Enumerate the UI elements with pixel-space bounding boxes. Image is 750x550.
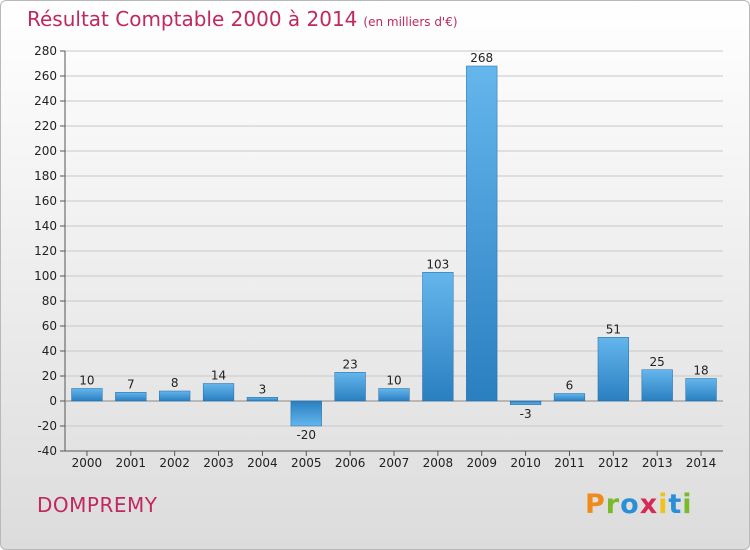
y-tick-label: 180 bbox=[34, 169, 57, 183]
town-name: DOMPREMY bbox=[37, 493, 158, 517]
logo-letter: r bbox=[605, 489, 621, 520]
bar-2001 bbox=[115, 392, 147, 402]
bar-2003 bbox=[202, 383, 235, 402]
y-tick-label: 260 bbox=[34, 69, 57, 83]
logo-letter: t bbox=[668, 489, 683, 520]
y-tick-label: 40 bbox=[42, 344, 57, 358]
chart-unit-label: (en milliers d'€) bbox=[363, 15, 458, 29]
bar-2006 bbox=[334, 372, 366, 402]
data-label-2008: 103 bbox=[426, 257, 449, 271]
x-tick-label-2002: 2002 bbox=[159, 456, 190, 470]
bar-2008 bbox=[422, 272, 454, 402]
y-tick-label: 60 bbox=[42, 319, 57, 333]
data-label-2010: -3 bbox=[520, 407, 532, 421]
x-tick-label-2014: 2014 bbox=[686, 456, 717, 470]
logo-letter: x bbox=[639, 489, 659, 520]
data-label-2005: -20 bbox=[296, 428, 316, 442]
x-tick-label-2003: 2003 bbox=[203, 456, 234, 470]
x-tick-label-2013: 2013 bbox=[642, 456, 673, 470]
logo-letter: i bbox=[682, 489, 693, 520]
y-tick-label: -20 bbox=[37, 419, 57, 433]
chart-title-text: Résultat Comptable 2000 à 2014 bbox=[27, 7, 358, 31]
data-label-2013: 25 bbox=[650, 355, 665, 369]
y-tick-label: -40 bbox=[37, 444, 57, 458]
x-tick-label-2008: 2008 bbox=[423, 456, 454, 470]
logo-letter: o bbox=[620, 489, 640, 520]
bar-2014 bbox=[685, 378, 717, 402]
bar-2009 bbox=[466, 65, 498, 402]
y-tick-label: 160 bbox=[34, 194, 57, 208]
bar-2004 bbox=[246, 397, 279, 402]
bar-2010 bbox=[509, 400, 542, 405]
x-tick-label-2000: 2000 bbox=[72, 456, 103, 470]
data-label-2002: 8 bbox=[171, 376, 179, 390]
bar-2013 bbox=[641, 369, 673, 402]
bar-2007 bbox=[378, 388, 410, 402]
x-tick-label-2006: 2006 bbox=[335, 456, 366, 470]
x-tick-label-2001: 2001 bbox=[116, 456, 147, 470]
logo-letter: P bbox=[585, 489, 606, 520]
data-label-2009: 268 bbox=[470, 51, 493, 65]
data-label-2004: 3 bbox=[259, 382, 267, 396]
bar-2000 bbox=[71, 388, 103, 402]
y-tick-label: 200 bbox=[34, 144, 57, 158]
x-tick-label-2012: 2012 bbox=[598, 456, 629, 470]
data-label-2000: 10 bbox=[79, 374, 94, 388]
y-tick-label: 120 bbox=[34, 244, 57, 258]
chart-title: Résultat Comptable 2000 à 2014 (en millie… bbox=[27, 7, 458, 31]
x-tick-label-2009: 2009 bbox=[466, 456, 497, 470]
y-tick-label: 140 bbox=[34, 219, 57, 233]
proxiti-logo: Proxiti bbox=[585, 489, 693, 520]
y-tick-label: 220 bbox=[34, 119, 57, 133]
x-tick-label-2007: 2007 bbox=[379, 456, 410, 470]
data-label-2001: 7 bbox=[127, 377, 135, 391]
y-tick-label: 20 bbox=[42, 369, 57, 383]
label-layer: 10 7 8 14 3 -20 23 10 103 268 -3 6 51 25 18 bbox=[79, 51, 708, 442]
x-tick-label-2005: 2005 bbox=[291, 456, 322, 470]
data-label-2006: 23 bbox=[342, 357, 357, 371]
axis-layer: -40 -20 0 20 40 60 80 100 120 140 160 180 200 220 240 2… bbox=[34, 44, 723, 470]
bar-2011 bbox=[553, 393, 586, 402]
bar-layer bbox=[71, 65, 717, 427]
data-label-2014: 18 bbox=[693, 364, 708, 378]
data-label-2011: 6 bbox=[566, 379, 574, 393]
bar-2012 bbox=[597, 337, 629, 402]
bar-2002 bbox=[159, 390, 191, 402]
x-tick-label-2010: 2010 bbox=[510, 456, 541, 470]
y-tick-label: 280 bbox=[34, 44, 57, 58]
data-label-2003: 14 bbox=[211, 369, 226, 383]
x-tick-label-2004: 2004 bbox=[247, 456, 278, 470]
y-tick-label: 0 bbox=[49, 394, 57, 408]
logo-letter: i bbox=[658, 489, 669, 520]
data-label-2012: 51 bbox=[606, 322, 621, 336]
y-tick-label: 100 bbox=[34, 269, 57, 283]
bar-2005 bbox=[290, 400, 322, 427]
y-tick-label: 80 bbox=[42, 294, 57, 308]
y-tick-label: 240 bbox=[34, 94, 57, 108]
data-label-2007: 10 bbox=[386, 374, 401, 388]
x-tick-label-2011: 2011 bbox=[554, 456, 585, 470]
